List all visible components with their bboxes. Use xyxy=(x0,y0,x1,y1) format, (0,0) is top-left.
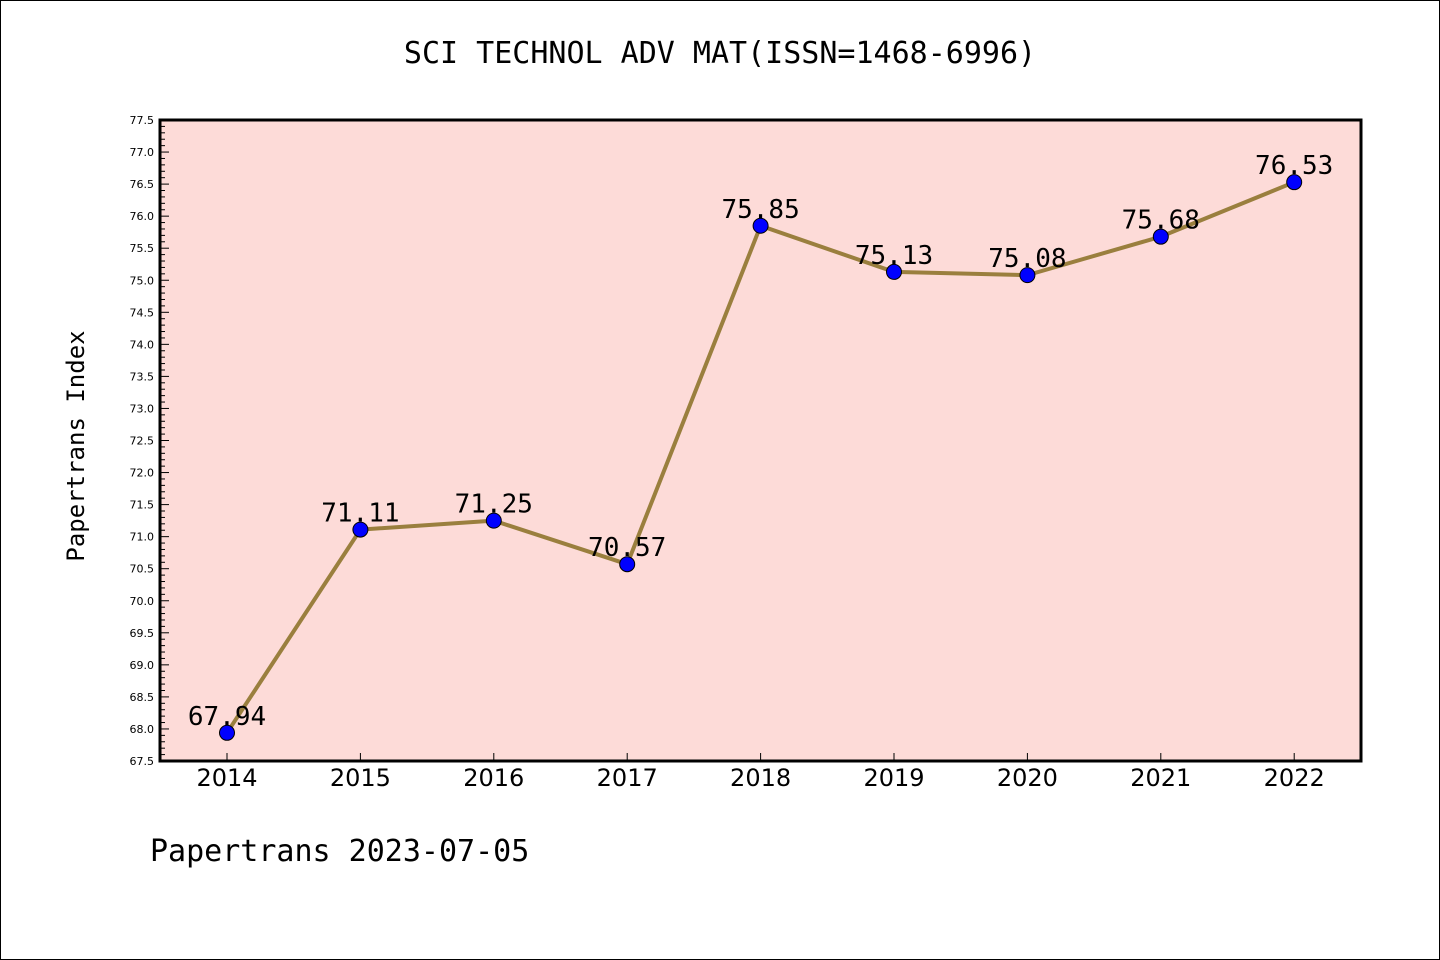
x-tick-label: 2020 xyxy=(997,764,1058,792)
data-label: 70.57 xyxy=(588,533,666,563)
data-point xyxy=(886,263,902,280)
y-tick-label: 68.0 xyxy=(130,723,155,736)
x-tick-label: 2014 xyxy=(196,764,257,792)
y-tick-label: 70.5 xyxy=(130,563,155,576)
chart-title: SCI TECHNOL ADV MAT(ISSN=1468-6996) xyxy=(403,36,1037,71)
y-tick-label: 67.5 xyxy=(130,755,155,768)
data-point xyxy=(752,217,769,234)
y-tick-label: 75.0 xyxy=(130,274,155,287)
y-tick-label: 73.0 xyxy=(130,402,155,415)
data-point xyxy=(485,512,502,529)
y-tick-label: 74.5 xyxy=(130,306,155,319)
y-tick-label: 70.0 xyxy=(130,595,155,608)
y-tick-label: 72.5 xyxy=(130,435,155,448)
y-tick-label: 69.0 xyxy=(130,659,155,672)
y-tick-label: 71.0 xyxy=(130,531,155,544)
data-point xyxy=(219,724,235,741)
y-tick-label: 76.5 xyxy=(130,178,155,191)
x-tick-label: 2019 xyxy=(863,764,924,792)
data-point xyxy=(1152,228,1169,245)
data-label: 71.25 xyxy=(455,490,533,520)
x-tick-label: 2017 xyxy=(597,764,658,792)
y-tick-label: 77.0 xyxy=(130,146,155,159)
y-tick-label: 77.5 xyxy=(130,114,155,127)
x-tick-label: 2021 xyxy=(1130,764,1191,792)
data-label: 76.53 xyxy=(1255,151,1333,181)
y-tick-label: 68.5 xyxy=(130,691,155,704)
data-label: 75.13 xyxy=(855,241,933,271)
data-label: 75.68 xyxy=(1122,206,1200,236)
data-label: 71.11 xyxy=(321,499,399,529)
footer-source-date: Papertrans 2023-07-05 xyxy=(150,834,530,869)
x-tick-label: 2015 xyxy=(330,764,391,792)
y-tick-label: 75.5 xyxy=(130,242,155,255)
y-tick-label: 71.5 xyxy=(130,499,155,512)
y-tick-label: 72.0 xyxy=(130,467,155,480)
data-label: 67.94 xyxy=(188,702,266,732)
x-tick-label: 2016 xyxy=(463,764,524,792)
y-tick-label: 74.0 xyxy=(130,338,155,351)
y-tick-label: 69.5 xyxy=(130,627,155,640)
data-point xyxy=(619,556,636,573)
plot-border xyxy=(158,118,1363,763)
data-label: 75.08 xyxy=(988,244,1066,274)
data-point xyxy=(1019,267,1036,284)
y-tick-label: 76.0 xyxy=(130,210,155,223)
data-label: 75.85 xyxy=(721,195,799,225)
data-point xyxy=(1286,174,1303,191)
x-tick-label: 2022 xyxy=(1264,764,1325,792)
data-point xyxy=(352,521,369,538)
y-tick-label: 73.5 xyxy=(130,370,155,383)
x-tick-label: 2018 xyxy=(730,764,791,792)
